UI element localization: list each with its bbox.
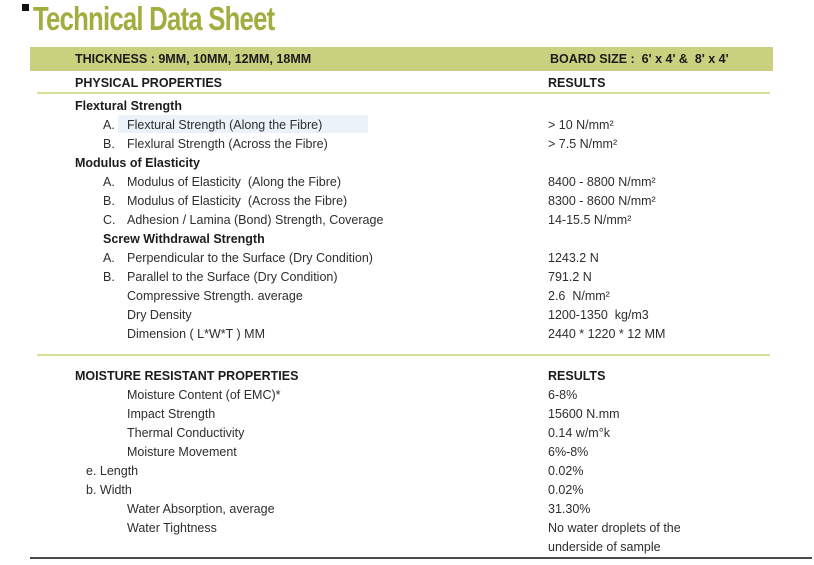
section-subheading: Modulus of Elasticity — [75, 156, 201, 170]
table-row: Screw Withdrawal Strength — [0, 230, 814, 249]
property-label: Moisture Content (of EMC)* — [127, 388, 281, 402]
property-label: Flexlural Strength (Across the Fibre) — [127, 137, 328, 151]
property-label: Modulus of Elasticity (Along the Fibre) — [127, 175, 341, 189]
property-label: Dimension ( L*W*T ) MM — [127, 327, 265, 341]
row-letter: B. — [103, 194, 115, 208]
table-row: Dimension ( L*W*T ) MM 2440 * 1220 * 12 … — [0, 325, 814, 344]
result-value: 0.02% — [548, 464, 584, 478]
property-label: Parallel to the Surface (Dry Condition) — [127, 270, 338, 284]
property-label: Water Absorption, average — [127, 502, 275, 516]
property-label: Impact Strength — [127, 407, 216, 421]
table-row: Dry Density 1200-1350 kg/m3 — [0, 306, 814, 325]
table-row: A. Perpendicular to the Surface (Dry Con… — [0, 249, 814, 268]
row-letter: B. — [103, 270, 115, 284]
property-label: Thermal Conductivity — [127, 426, 245, 440]
row-letter: A. — [103, 251, 115, 265]
board-size-label: BOARD SIZE : 6' x 4' & 8' x 4' — [550, 52, 729, 66]
corner-square-mark — [22, 4, 29, 11]
moisture-results-heading: RESULTS — [548, 369, 606, 383]
result-value: 8300 - 8600 N/mm² — [548, 194, 656, 208]
table-row: Modulus of Elasticity — [0, 154, 814, 173]
thickness-label: THICKNESS : 9MM, 10MM, 12MM, 18MM — [75, 52, 312, 66]
row-letter: A. — [103, 118, 115, 132]
row-letter: A. — [103, 175, 115, 189]
table-row: Compressive Strength. average 2.6 N/mm² — [0, 287, 814, 306]
property-label: Perpendicular to the Surface (Dry Condit… — [127, 251, 373, 265]
header-bar: THICKNESS : 9MM, 10MM, 12MM, 18MM BOARD … — [30, 47, 773, 71]
divider-line — [37, 354, 770, 356]
property-label: Flextural Strength (Along the Fibre) — [127, 118, 323, 132]
table-row: Water Absorption, average 31.30% — [0, 500, 814, 519]
table-row: A. Flextural Strength (Along the Fibre) … — [0, 116, 814, 135]
divider-line — [37, 92, 770, 94]
table-row: C. Adhesion / Lamina (Bond) Strength, Co… — [0, 211, 814, 230]
property-label: Adhesion / Lamina (Bond) Strength, Cover… — [127, 213, 384, 227]
moisture-header-row: MOISTURE RESISTANT PROPERTIES RESULTS — [0, 367, 814, 385]
physical-header-row: PHYSICAL PROPERTIES RESULTS — [0, 74, 814, 92]
table-row: Moisture Content (of EMC)* 6-8% — [0, 386, 814, 405]
result-value: 14-15.5 N/mm² — [548, 213, 632, 227]
row-letter: C. — [103, 213, 116, 227]
physical-properties-table: Flextural Strength A. Flextural Strength… — [0, 97, 814, 344]
property-label: b. Width — [86, 483, 132, 497]
result-value: 0.02% — [548, 483, 584, 497]
result-value: 2.6 N/mm² — [548, 289, 610, 303]
row-letter: B. — [103, 137, 115, 151]
result-value: > 7.5 N/mm² — [548, 137, 618, 151]
property-label: Dry Density — [127, 308, 192, 322]
property-label: Compressive Strength. average — [127, 289, 303, 303]
row-highlight — [118, 115, 368, 133]
table-row: Moisture Movement 6%-8% — [0, 443, 814, 462]
result-value: 8400 - 8800 N/mm² — [548, 175, 656, 189]
table-row: Impact Strength 15600 N.mm — [0, 405, 814, 424]
table-row: A. Modulus of Elasticity (Along the Fibr… — [0, 173, 814, 192]
physical-properties-heading: PHYSICAL PROPERTIES — [75, 76, 223, 90]
table-row: e. Length 0.02% — [0, 462, 814, 481]
property-label: Moisture Movement — [127, 445, 237, 459]
property-label: Water Tightness — [127, 521, 217, 535]
result-value: 1243.2 N — [548, 251, 599, 265]
result-value: 2440 * 1220 * 12 MM — [548, 327, 666, 341]
property-label: Modulus of Elasticity (Across the Fibre) — [127, 194, 348, 208]
result-value: 31.30% — [548, 502, 591, 516]
result-value: No water droplets of the underside of sa… — [548, 521, 681, 554]
property-label: e. Length — [86, 464, 139, 478]
bottom-border-line — [30, 557, 812, 559]
physical-results-heading: RESULTS — [548, 76, 606, 90]
result-value: 15600 N.mm — [548, 407, 620, 421]
table-row: B. Flexlural Strength (Across the Fibre)… — [0, 135, 814, 154]
moisture-properties-table: Moisture Content (of EMC)* 6-8% Impact S… — [0, 386, 814, 554]
section-subheading: Screw Withdrawal Strength — [103, 232, 265, 246]
table-row: Water Tightness No water droplets of the… — [0, 519, 814, 554]
table-row: Thermal Conductivity 0.14 w/m°k — [0, 424, 814, 443]
table-row: B. Modulus of Elasticity (Across the Fib… — [0, 192, 814, 211]
result-value: 0.14 w/m°k — [548, 426, 610, 440]
table-row: B. Parallel to the Surface (Dry Conditio… — [0, 268, 814, 287]
table-row: b. Width 0.02% — [0, 481, 814, 500]
result-value: 1200-1350 kg/m3 — [548, 308, 649, 322]
result-value: 6%-8% — [548, 445, 589, 459]
result-value: 791.2 N — [548, 270, 592, 284]
moisture-properties-heading: MOISTURE RESISTANT PROPERTIES — [75, 369, 299, 383]
section-subheading: Flextural Strength — [75, 99, 182, 113]
table-row: Flextural Strength — [0, 97, 814, 116]
result-value: 6-8% — [548, 388, 578, 402]
result-value: > 10 N/mm² — [548, 118, 614, 132]
page-title: Technical Data Sheet — [33, 0, 275, 37]
